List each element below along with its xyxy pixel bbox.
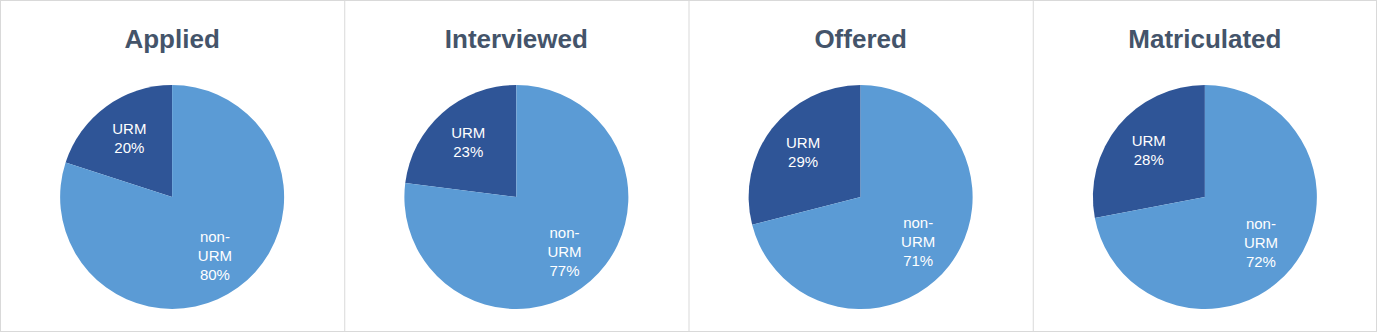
pie-panel: Matriculated URM 28% non- URM 72%	[1033, 0, 1317, 332]
frame	[1, 1, 1377, 332]
data-label: URM 29%	[786, 134, 820, 170]
chart-title: Interviewed	[445, 24, 588, 54]
panel-divider	[344, 0, 345, 332]
data-label-line: URM	[901, 233, 935, 250]
data-label: URM 23%	[451, 124, 485, 160]
data-label: URM 28%	[1132, 132, 1166, 168]
data-label-line: non-	[1246, 215, 1276, 232]
data-label: URM 20%	[112, 120, 146, 156]
chart-title: Matriculated	[1128, 24, 1281, 54]
data-label-line: URM	[547, 243, 581, 260]
chart-title: Applied	[124, 24, 219, 54]
pie-panel: Applied URM 20% non- URM 80%	[60, 24, 284, 309]
data-label-line: 77%	[550, 262, 580, 279]
data-label-line: 20%	[114, 139, 144, 156]
pie-slice	[60, 85, 284, 309]
pie: URM 23% non- URM 77%	[404, 85, 628, 309]
data-label-line: non-	[903, 214, 933, 231]
pie: URM 29% non- URM 71%	[749, 85, 973, 309]
data-label: non- URM 71%	[901, 214, 935, 269]
data-label-line: URM	[1244, 234, 1278, 251]
data-label-line: URM	[451, 124, 485, 141]
data-label: non- URM 72%	[1244, 215, 1278, 270]
pie: URM 20% non- URM 80%	[60, 85, 284, 309]
pie-panel: Offered URM 29% non- URM 71%	[689, 0, 973, 332]
pie: URM 28% non- URM 72%	[1093, 85, 1317, 309]
data-label-line: 28%	[1134, 151, 1164, 168]
data-label-line: 23%	[453, 143, 483, 160]
data-label: non- URM 80%	[198, 228, 232, 283]
panel-divider	[1033, 0, 1034, 332]
data-label-line: URM	[1132, 132, 1166, 149]
data-label-line: non-	[550, 224, 580, 241]
data-label-line: 80%	[200, 266, 230, 283]
pie-slice	[1093, 85, 1205, 218]
figure: Applied URM 20% non- URM 80% Interviewed URM 23%…	[0, 0, 1377, 332]
pie-slice	[404, 85, 628, 309]
pie-slice	[405, 85, 516, 197]
data-label-line: URM	[786, 134, 820, 151]
chart-title: Offered	[814, 24, 906, 54]
data-label: non- URM 77%	[547, 224, 581, 279]
data-label-line: 71%	[903, 252, 933, 269]
pie-slice	[752, 85, 972, 309]
panel-divider	[689, 0, 690, 332]
pie-panel: Interviewed URM 23% non- URM 77%	[345, 0, 629, 332]
data-label-line: non-	[200, 228, 230, 245]
data-label-line: 72%	[1246, 253, 1276, 270]
data-label-line: URM	[198, 247, 232, 264]
data-label-line: 29%	[788, 153, 818, 170]
pie-slice	[1095, 85, 1317, 309]
data-label-line: URM	[112, 120, 146, 137]
